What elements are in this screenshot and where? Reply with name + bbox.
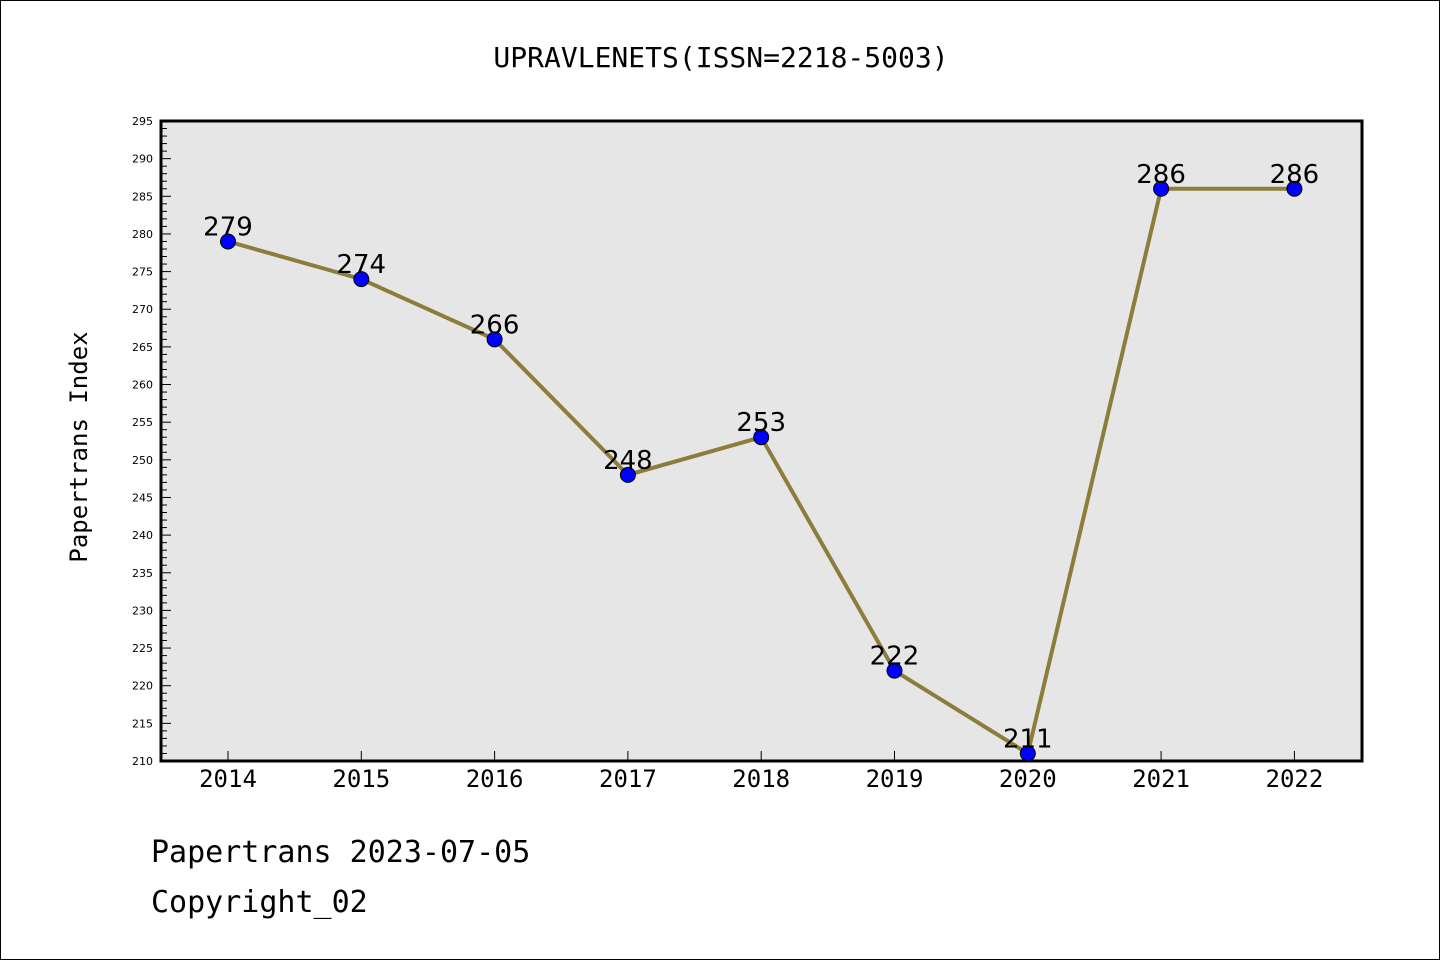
y-tick-label: 245 (132, 491, 153, 504)
data-label: 274 (336, 250, 386, 280)
y-tick-label: 285 (132, 190, 153, 203)
y-tick-label: 280 (132, 228, 153, 241)
data-point (1153, 180, 1170, 197)
data-label: 222 (870, 642, 920, 672)
data-label: 253 (736, 408, 786, 438)
y-tick-label: 225 (132, 642, 153, 655)
y-tick-label: 255 (132, 416, 153, 429)
y-tick-label: 275 (132, 266, 153, 279)
data-point (753, 429, 770, 446)
y-tick-label: 220 (132, 680, 153, 693)
data-label: 286 (1270, 160, 1320, 190)
y-tick-label: 295 (132, 115, 153, 128)
x-tick-label: 2018 (732, 765, 790, 793)
y-tick-label: 240 (132, 529, 153, 542)
data-point (1286, 180, 1303, 197)
series-layer (220, 180, 1303, 762)
data-label: 248 (603, 446, 653, 476)
x-tick-label: 2015 (332, 765, 390, 793)
x-tick-label: 2016 (466, 765, 524, 793)
x-tick-label: 2017 (599, 765, 657, 793)
y-axis: 210 215 220 225 230 235 240 245 250 255 260 265 270 2… (132, 115, 171, 768)
y-tick-label: 215 (132, 717, 153, 730)
data-point (220, 233, 236, 250)
data-label: 286 (1136, 160, 1186, 190)
data-point (886, 662, 903, 679)
y-axis-label: Papertrans Index (65, 331, 93, 562)
x-tick-label: 2020 (999, 765, 1057, 793)
y-tick-label: 270 (132, 303, 153, 316)
data-label: 211 (1003, 724, 1053, 754)
x-tick-label: 2022 (1266, 765, 1324, 793)
footer-copyright: Copyright_02 (151, 885, 368, 920)
footer-source-date: Papertrans 2023-07-05 (151, 835, 531, 870)
y-tick-label: 265 (132, 341, 153, 354)
data-label: 279 (203, 212, 253, 242)
y-tick-label: 210 (132, 755, 153, 768)
y-tick-label: 250 (132, 454, 153, 467)
y-tick-label: 235 (132, 567, 153, 580)
y-tick-label: 260 (132, 379, 153, 392)
data-point (353, 271, 370, 288)
y-tick-label: 230 (132, 604, 153, 617)
data-point (619, 466, 636, 483)
data-labels: 279 274 266 248 253 222 211 286 286 (203, 160, 1319, 755)
data-label: 266 (470, 310, 520, 340)
x-tick-label: 2019 (866, 765, 924, 793)
x-tick-label: 2021 (1132, 765, 1190, 793)
data-point (486, 331, 503, 348)
x-axis: 2014 2015 2016 2017 2018 2019 2020 2021 2022 (199, 751, 1323, 793)
y-tick-label: 290 (132, 153, 153, 166)
data-point (1019, 745, 1036, 762)
chart-title: UPRAVLENETS(ISSN=2218-5003) (493, 41, 948, 74)
x-tick-label: 2014 (199, 765, 257, 793)
